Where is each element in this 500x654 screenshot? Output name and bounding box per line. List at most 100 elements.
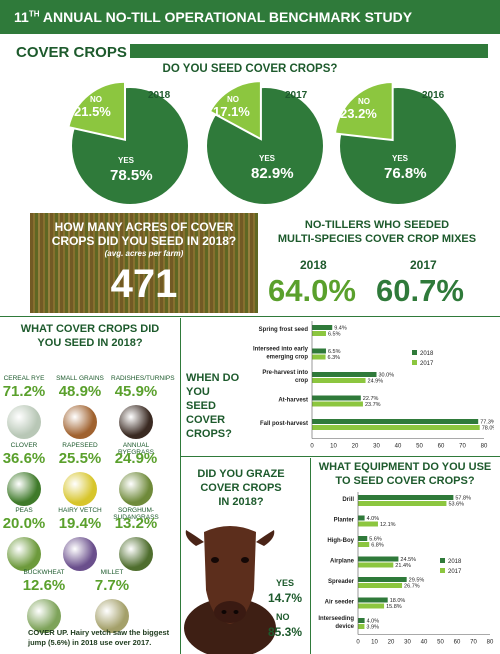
bar-value-label: 26.7% (404, 584, 420, 590)
pie-no-label: NO (358, 97, 370, 106)
crop-name: CLOVER (10, 442, 38, 449)
tick-label: 10 (330, 444, 337, 450)
divider (180, 318, 181, 654)
legend-swatch (412, 350, 417, 355)
crop-name: RAPESEED (62, 442, 98, 449)
crop-value: 13.2% (114, 515, 158, 532)
crop-value: 20.0% (2, 515, 46, 532)
multi-value-2017: 60.7% (376, 273, 464, 308)
bar-value-label: 4.0% (367, 516, 380, 522)
bar (358, 597, 388, 603)
bar (358, 542, 370, 547)
acres-photo-panel (30, 213, 258, 313)
bar-value-label: 21.4% (395, 563, 411, 569)
bar (358, 521, 378, 527)
what-title-line2: YOU SEED IN 2018? (37, 337, 143, 349)
seed-question: DO YOU SEED COVER CROPS? (162, 63, 338, 75)
bar (358, 556, 399, 562)
equipment-title-line1: WHAT EQUIPMENT DO YOU USE (318, 461, 492, 473)
tick-label: 60 (438, 444, 445, 450)
legend-label: 2018 (420, 351, 434, 357)
bar (358, 501, 447, 506)
crop-value: 25.5% (58, 450, 102, 467)
bar (358, 618, 365, 623)
tick-label: 80 (487, 640, 494, 646)
header-ordinal-suffix: TH (28, 9, 40, 19)
tick-label: 40 (421, 640, 428, 646)
pie-no-label: NO (227, 95, 239, 104)
crop-photo (119, 472, 153, 506)
bar (358, 583, 403, 588)
category-label: device (335, 624, 354, 630)
bar-value-label: 4.0% (367, 619, 380, 625)
category-label: At-harvest (278, 398, 308, 404)
category-label: Fall post-harvest (260, 421, 308, 427)
crop-photo (63, 405, 97, 439)
tick-label: 80 (481, 444, 488, 450)
legend-swatch (440, 568, 445, 573)
pie-yes-label: YES (118, 156, 135, 165)
pie-no-slice (208, 80, 262, 141)
category-label: Spreader (328, 579, 355, 585)
section-title-bar (130, 44, 488, 58)
crop-photo (119, 405, 153, 439)
graze-question-line2: COVER CROPS (200, 482, 282, 494)
bar (358, 603, 385, 609)
tick-label: 60 (454, 640, 461, 646)
caption: COVER UP. Hairy vetch saw the biggest ju… (28, 628, 170, 647)
bar-value-label: 77.3% (480, 420, 494, 426)
graze-yes-label: YES (276, 578, 295, 588)
bar-value-label: 6.3% (328, 355, 341, 361)
category-label: High-Boy (327, 538, 354, 544)
crop-name: MILLET (100, 569, 124, 576)
legend-swatch (440, 558, 445, 563)
crop-photo (95, 599, 129, 633)
pie-no-value: 23.2% (340, 106, 377, 121)
crop-value: 24.9% (114, 450, 158, 467)
category-label: Pre-harvest into (262, 370, 308, 376)
bar (358, 624, 365, 629)
bar-value-label: 15.8% (386, 604, 402, 610)
bar-value-label: 6.5% (328, 332, 341, 338)
bar-value-label: 24.5% (400, 557, 416, 563)
bar (312, 331, 326, 336)
pie-chart-2016: 2016 NO 23.2% YES 76.8% (318, 78, 458, 210)
crop-photo (119, 537, 153, 571)
pie-yes-label: YES (259, 154, 276, 163)
multi-year-2018: 2018 (300, 258, 327, 272)
bar (312, 401, 363, 407)
bar-value-label: 6.5% (328, 349, 341, 355)
acres-question-line2: CROPS DID YOU SEED IN 2018? (51, 234, 237, 248)
bar (358, 495, 454, 500)
when-title-line1: WHEN DO YOU (186, 372, 240, 398)
tick-label: 30 (404, 640, 411, 646)
header-ordinal: 11 (14, 9, 29, 25)
multi-species-panel (262, 213, 500, 313)
pie-yes-value: 78.5% (110, 167, 153, 184)
bar (312, 372, 377, 377)
header-title-text: ANNUAL NO-TILL OPERATIONAL BENCHMARK STU… (42, 9, 413, 25)
crop-name: PEAS (15, 507, 33, 514)
tick-label: 10 (371, 640, 378, 646)
legend-label: 2018 (448, 559, 462, 565)
bar (358, 515, 365, 521)
bar-value-label: 3.9% (366, 625, 379, 631)
pie-chart-2017: 2017 NO 17.1% YES 82.9% (185, 78, 325, 210)
crop-photo (7, 405, 41, 439)
crop-value: 19.4% (58, 515, 102, 532)
divider (0, 316, 500, 317)
crop-value: 36.6% (2, 450, 46, 467)
graze-yes-value: 14.7% (268, 591, 303, 605)
divider (180, 456, 500, 457)
pie-no-value: 21.5% (74, 104, 111, 119)
tick-label: 0 (356, 640, 360, 646)
bar-value-label: 30.0% (379, 373, 395, 379)
pie-svg-2017 (207, 80, 323, 204)
bar-value-label: 23.7% (365, 402, 381, 408)
bar-value-label: 78.0% (482, 426, 494, 432)
category-label: Airplane (330, 559, 355, 565)
category-label: crop (295, 378, 308, 384)
crop-name: ANNUAL RYEGRASS (117, 442, 154, 456)
category-label: Spring frost seed (259, 327, 309, 333)
legend-label: 2017 (448, 569, 462, 575)
